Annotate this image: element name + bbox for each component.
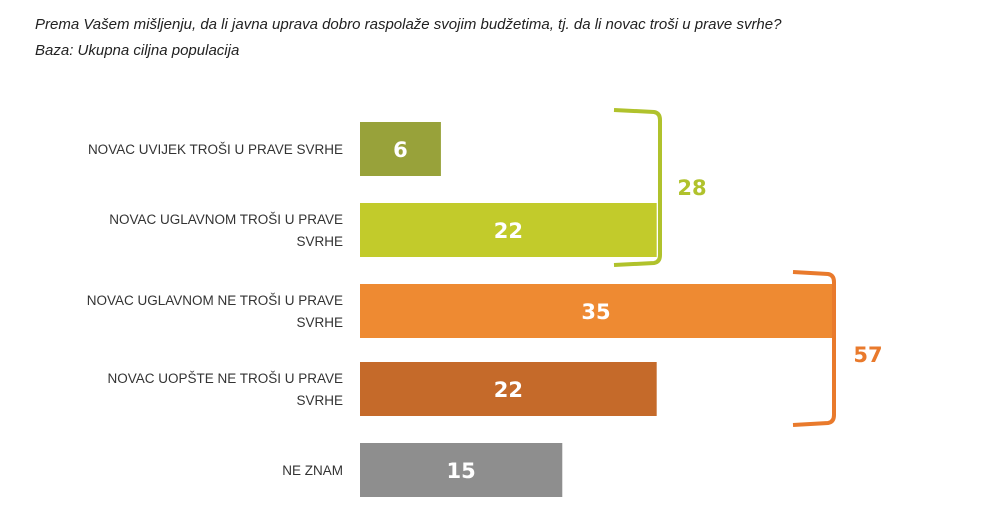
bar <box>360 284 832 338</box>
data-label: 6 <box>393 138 408 162</box>
category-label: NOVAC UGLAVNOM TROŠI U PRAVE <box>109 212 343 227</box>
group-total-label: 28 <box>677 176 706 200</box>
bar <box>360 122 441 176</box>
category-label: NOVAC UGLAVNOM NE TROŠI U PRAVE <box>87 293 343 308</box>
group-bracket <box>613 108 662 267</box>
chart-subtitle: Baza: Ukupna ciljna populacija <box>35 42 240 59</box>
category-label: NOVAC UOPŠTE NE TROŠI U PRAVE <box>107 371 343 386</box>
bar <box>360 362 657 416</box>
group-total-label: 57 <box>853 343 882 367</box>
category-label: SVRHE <box>296 234 343 249</box>
bar <box>360 443 563 497</box>
data-label: 22 <box>494 219 523 243</box>
category-label: NE ZNAM <box>282 463 343 478</box>
data-label: 22 <box>494 378 523 402</box>
category-label: SVRHE <box>296 393 343 408</box>
category-label: NOVAC UVIJEK TROŠI U PRAVE SVRHE <box>88 142 343 157</box>
bar <box>360 203 657 257</box>
category-label: SVRHE <box>296 315 343 330</box>
group-bracket <box>792 270 836 427</box>
data-label: 35 <box>581 300 610 324</box>
chart-title: Prema Vašem mišljenju, da li javna uprav… <box>35 16 782 33</box>
data-label: 15 <box>447 459 476 483</box>
chart-title-block: Prema Vašem mišljenju, da li javna uprav… <box>35 12 781 64</box>
